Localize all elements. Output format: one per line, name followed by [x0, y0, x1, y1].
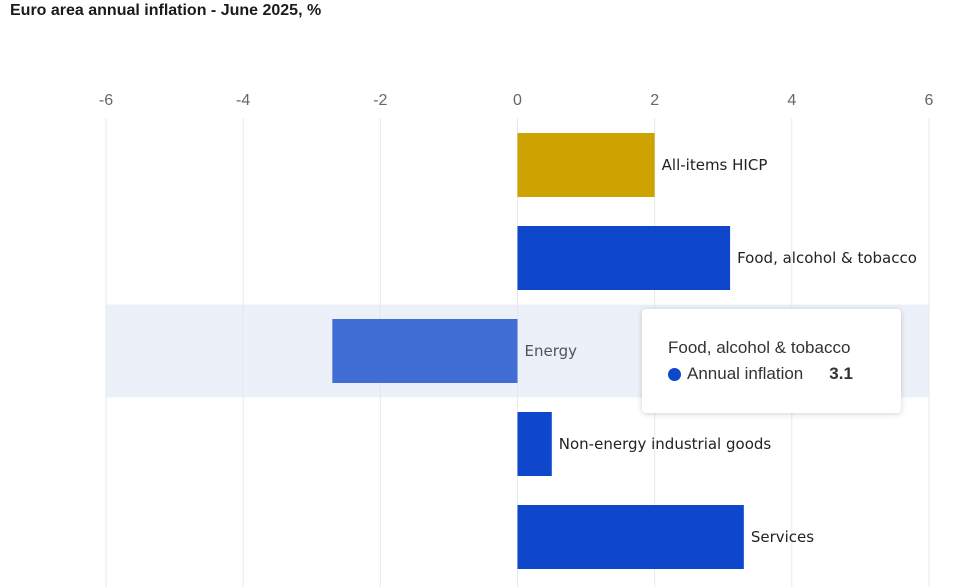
bar: [332, 319, 518, 383]
x-tick-label: 0: [513, 92, 522, 109]
x-tick-label: 2: [650, 92, 659, 109]
series-dot-icon: [668, 367, 681, 381]
bar: [517, 412, 552, 476]
tooltip-row: Annual inflation 3.1: [668, 363, 901, 385]
bar-category-label: Services: [751, 528, 814, 546]
bar: [517, 505, 744, 569]
chart-tooltip: Food, alcohol & tobacco Annual inflation…: [642, 309, 901, 413]
x-tick-label: 4: [787, 92, 796, 109]
bar: [517, 133, 655, 197]
tooltip-series-label: Annual inflation: [687, 364, 804, 383]
bar-category-label: Food, alcohol & tobacco: [737, 249, 917, 267]
bar-category-label: Non-energy industrial goods: [559, 435, 772, 453]
tooltip-value: 3.1: [829, 364, 853, 383]
bar-category-label: All-items HICP: [662, 156, 768, 174]
bar: [517, 226, 731, 290]
x-tick-label: -2: [373, 92, 387, 109]
chart-title: Euro area annual inflation - June 2025, …: [10, 2, 322, 19]
bar-category-label: Energy: [525, 342, 578, 360]
tooltip-title: Food, alcohol & tobacco: [668, 338, 851, 357]
x-tick-label: -6: [99, 92, 113, 109]
x-tick-label: 6: [925, 92, 934, 109]
x-tick-label: -4: [236, 92, 250, 109]
